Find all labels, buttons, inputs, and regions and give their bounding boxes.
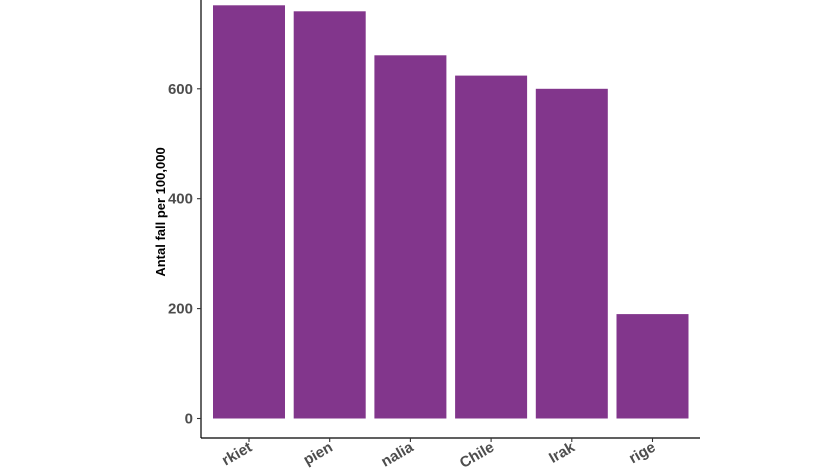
x-tick-label-chile: Chile (457, 439, 497, 468)
x-tick-label-sverige: rige (626, 439, 658, 467)
bar-chile (455, 75, 528, 419)
x-tick-label-somalia: nalia (378, 438, 417, 468)
y-ticks-group: 0 200 400 600 (168, 81, 201, 428)
x-tick-label-syrien: pien (300, 439, 335, 468)
y-tick-label-0: 0 (185, 411, 193, 428)
y-tick-label-600: 600 (168, 81, 193, 98)
bars-group (213, 5, 689, 419)
y-axis-title: Antal fall per 100,000 (153, 147, 168, 276)
y-tick-label-400: 400 (168, 191, 193, 208)
bar-somalia (374, 55, 447, 419)
bar-turkiet (213, 5, 285, 419)
axes-group (200, 0, 700, 439)
x-tick-label-irak: Irak (546, 438, 578, 466)
bar-irak (535, 88, 608, 419)
x-ticks-group: rkiet pien nalia Chile Irak rige (219, 438, 659, 472)
x-tick-label-turkiet: rkiet (219, 439, 255, 468)
y-tick-label-200: 200 (168, 301, 193, 318)
bar-syrien (293, 11, 366, 419)
bar-sverige (616, 314, 689, 419)
